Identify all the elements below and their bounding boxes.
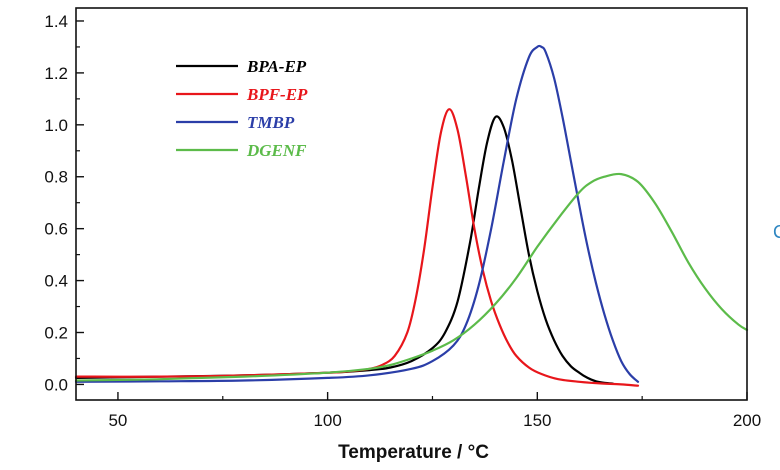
series-line-bpf-ep [74, 108, 640, 387]
cropped-edge-text: C [773, 222, 780, 242]
legend-label-bpa-ep: BPA-EP [246, 57, 307, 76]
y-tick-label: 1.2 [44, 64, 68, 83]
y-tick-label: 0.4 [44, 272, 68, 291]
y-tick-label: 0.0 [44, 375, 68, 394]
y-tick-label: 1.4 [44, 12, 68, 31]
legend-label-dgenf: DGENF [246, 141, 307, 160]
y-tick-label: 0.2 [44, 324, 68, 343]
legend-label-tmbp: TMBP [247, 113, 295, 132]
y-tick-labels: 0.0 0.2 0.4 0.6 0.8 1.0 1.2 1.4 [44, 12, 68, 394]
series-line-tmbp [74, 44, 640, 383]
y-tick-label: 1.0 [44, 116, 68, 135]
x-tick-label: 100 [313, 411, 341, 430]
legend: BPA-EP BPF-EP TMBP DGENF [176, 57, 308, 160]
legend-label-bpf-ep: BPF-EP [246, 85, 308, 104]
series-group [74, 44, 749, 387]
y-tick-label: 0.6 [44, 220, 68, 239]
series-line-dgenf [74, 172, 749, 382]
x-tick-label: 50 [108, 411, 127, 430]
x-tick-label: 200 [733, 411, 761, 430]
x-tick-labels: 50 100 150 200 [108, 411, 761, 430]
series-line-bpa-ep [74, 115, 614, 385]
axis-ticks [76, 20, 748, 400]
x-tick-label: 150 [523, 411, 551, 430]
plot-frame [75, 7, 748, 401]
y-tick-label: 0.8 [44, 168, 68, 187]
x-axis-title: Temperature / °C [338, 442, 489, 463]
